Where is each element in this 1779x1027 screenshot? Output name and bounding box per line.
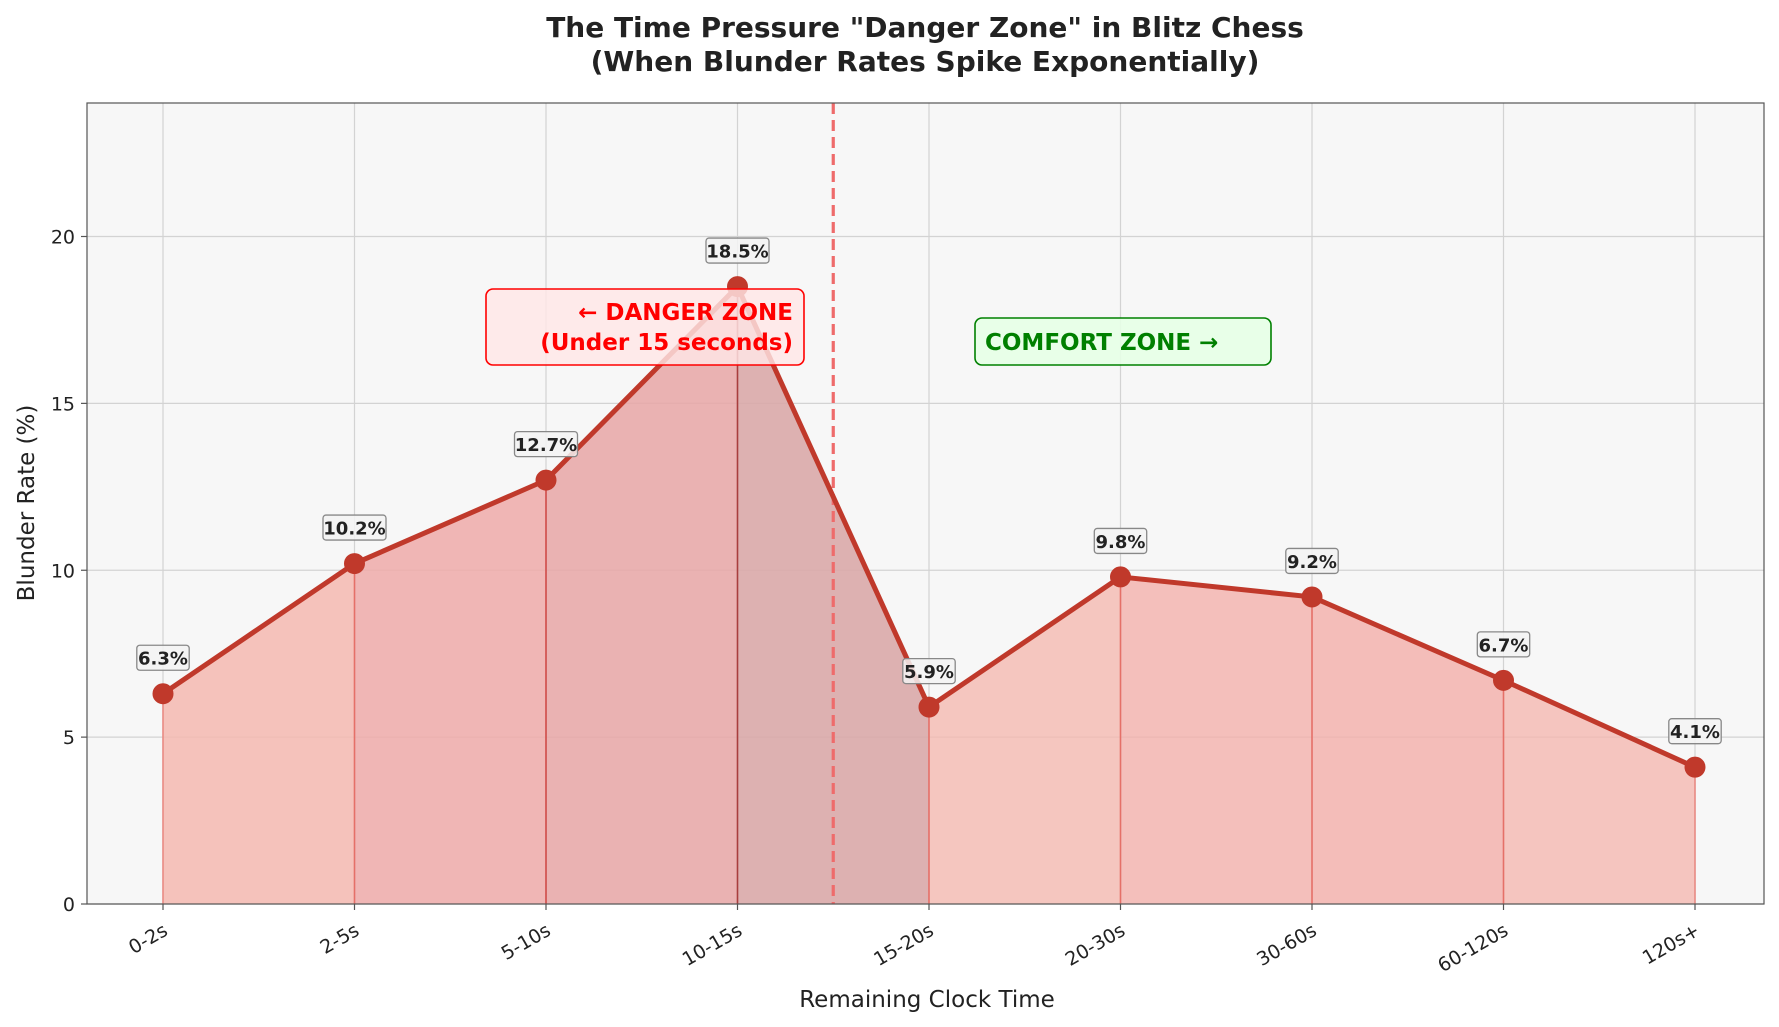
y-tick-label: 5: [63, 727, 75, 749]
danger-zone-box: [485, 288, 805, 366]
data-points: [152, 276, 1706, 778]
danger-zone-label: ← DANGER ZONE: [578, 300, 793, 326]
data-label: 18.5%: [706, 242, 768, 263]
y-axis-label: Blunder Rate (%): [14, 405, 40, 602]
x-tick-label: 10-15s: [679, 919, 746, 971]
data-label: 5.9%: [904, 662, 954, 683]
danger-zone-sublabel: (Under 15 seconds): [540, 330, 793, 356]
x-axis-ticks: 0-2s 2-5s 5-10s 10-15s 15-20s 20-30s 30-60s 60-…: [125, 904, 1704, 977]
area-fill-segment: [1503, 680, 1695, 904]
data-point: [535, 469, 557, 491]
area-fill-segment: [546, 286, 738, 904]
y-tick-label: 0: [63, 894, 75, 916]
data-label: 9.2%: [1287, 552, 1337, 573]
data-label-box: [902, 657, 956, 685]
y-tick-label: 20: [51, 227, 75, 249]
area-fill-segment: [163, 563, 355, 904]
data-label: 6.3%: [138, 649, 188, 670]
area-fill-segment: [354, 480, 546, 904]
data-label: 10.2%: [323, 519, 385, 540]
data-point: [1684, 756, 1706, 778]
y-axis-ticks: 0 5 10 15 20: [51, 227, 87, 916]
data-label-box: [136, 644, 190, 671]
plot-frame: [86, 102, 1765, 905]
data-point: [1493, 669, 1514, 691]
comfort-zone-label: COMFORT ZONE →: [985, 330, 1218, 356]
x-tick-label: 2-5s: [317, 919, 363, 959]
comfort-zone-box: [974, 317, 1272, 366]
area-fill-segment: [929, 576, 1121, 904]
area-fill-segment: [737, 286, 929, 904]
data-label-box: [1668, 718, 1722, 745]
x-tick-label: 20-30s: [1062, 919, 1129, 971]
area-fill-segment: [1312, 596, 1504, 904]
x-tick-label: 15-20s: [870, 919, 937, 971]
vertical-stems: [162, 286, 1696, 904]
x-tick-label: 0-2s: [125, 919, 171, 959]
chart-title-line1: The Time Pressure "Danger Zone" in Blitz…: [546, 11, 1304, 44]
data-label: 4.1%: [1670, 722, 1720, 743]
danger-zone-annotation: ← DANGER ZONE (Under 15 seconds): [485, 288, 805, 366]
x-tick-label: 60-120s: [1434, 919, 1512, 977]
y-tick-label: 10: [51, 560, 75, 582]
chart-title-line2: (When Blunder Rates Spike Exponentially): [591, 45, 1260, 78]
data-labels: 6.3% 10.2% 12.7% 18.5% 5.9% 9.8% 9.2% 6.7% 4.1%: [136, 237, 1722, 745]
data-label-box: [1093, 527, 1148, 555]
area-fill-segment: [1120, 576, 1312, 904]
data-label: 9.8%: [1096, 532, 1146, 553]
y-tick-label: 15: [51, 393, 75, 415]
data-label-box: [322, 514, 387, 541]
data-point: [344, 553, 365, 575]
x-axis-label: Remaining Clock Time: [799, 987, 1055, 1013]
data-label: 12.7%: [515, 435, 577, 456]
comfort-zone-annotation: COMFORT ZONE →: [974, 317, 1272, 366]
data-label-box: [705, 237, 770, 264]
x-tick-label: 5-10s: [498, 919, 555, 965]
data-point: [152, 683, 174, 705]
area-fills: [163, 286, 1695, 904]
data-point: [918, 696, 940, 718]
data-point: [1110, 566, 1131, 588]
data-label-box: [1285, 547, 1339, 575]
data-label: 6.7%: [1479, 635, 1529, 656]
data-label-box: [1476, 631, 1531, 658]
data-point: [1301, 586, 1323, 608]
x-tick-label: 30-60s: [1253, 919, 1320, 971]
x-tick-label: 120s+: [1639, 919, 1704, 969]
data-label-box: [513, 430, 579, 458]
